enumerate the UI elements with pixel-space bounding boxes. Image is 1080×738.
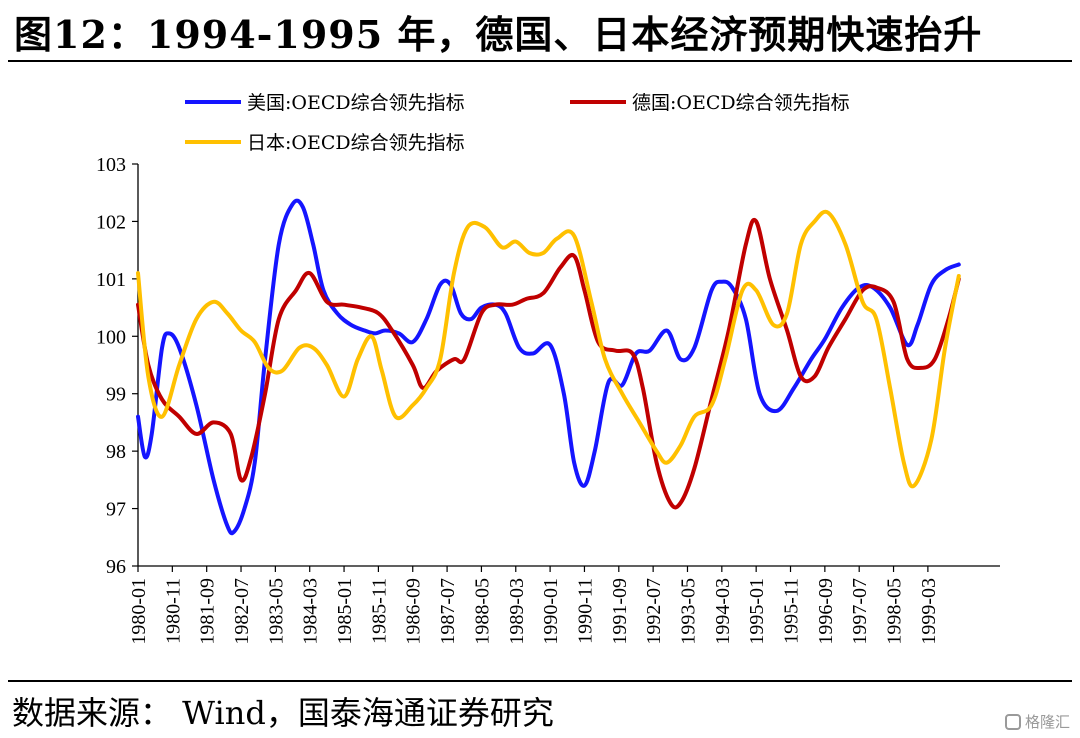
- x-tick-label: 1982-07: [231, 578, 253, 645]
- x-tick-label: 1989-03: [506, 578, 528, 645]
- source-note: 数据来源： Wind，国泰海通证券研究: [12, 694, 554, 732]
- x-tick-label: 1995-01: [746, 578, 768, 645]
- x-tick-label: 1998-05: [884, 578, 906, 645]
- y-tick-label: 98: [106, 441, 126, 463]
- chart-series: [136, 198, 961, 536]
- x-tick-label: 1985-11: [368, 578, 390, 644]
- x-tick-label: 1993-05: [677, 578, 699, 645]
- y-tick-label: 103: [96, 154, 126, 176]
- watermark-logo-icon: [1004, 713, 1021, 730]
- x-tick-label: 1988-05: [471, 578, 493, 645]
- line-chart: 美国:OECD综合领先指标 德国:OECD综合领先指标日本:OECD综合领先指标 …: [96, 92, 1000, 645]
- x-tick-label: 1997-07: [849, 578, 871, 645]
- legend-label-us: 美国:OECD综合领先指标: [247, 92, 465, 114]
- watermark: 格隆汇: [1004, 711, 1070, 732]
- x-tick-label: 1983-05: [265, 578, 287, 645]
- series-line-germany: [136, 218, 961, 510]
- x-tick-label: 1984-03: [300, 578, 322, 645]
- y-tick-label: 100: [96, 326, 126, 348]
- x-tick-label: 1987-07: [437, 578, 459, 645]
- x-tick-label: 1990-11: [574, 578, 596, 644]
- legend-label-japan: 日本:OECD综合领先指标: [247, 132, 465, 154]
- x-tick-label: 1992-07: [643, 578, 665, 645]
- chart-axes: 96 97 98 99 100 101 102 103 1980-01 1980-11 1981-0…: [96, 154, 1000, 645]
- x-tick-label: 1999-03: [918, 578, 940, 645]
- x-tick-label: 1995-11: [781, 578, 803, 644]
- y-tick-label: 99: [106, 384, 126, 406]
- series-line-us: [136, 198, 961, 536]
- x-tick-label: 1986-09: [403, 578, 425, 645]
- title-divider: [8, 60, 1072, 62]
- legend-label-germany: 德国:OECD综合领先指标: [632, 92, 850, 114]
- y-tick-label: 102: [96, 211, 126, 233]
- y-tick-label: 101: [96, 269, 126, 291]
- series-line-japan: [136, 209, 961, 489]
- page-title: 图12：1994-1995 年，德国、日本经济预期快速抬升: [14, 12, 983, 57]
- x-tick-label: 1990-01: [540, 578, 562, 645]
- x-tick-label: 1980-11: [162, 578, 184, 644]
- y-tick-label: 97: [106, 499, 126, 521]
- x-tick-label: 1996-09: [815, 578, 837, 645]
- x-tick-label: 1991-09: [609, 578, 631, 645]
- x-tick-label: 1981-09: [197, 578, 219, 645]
- source-divider: [8, 680, 1072, 682]
- x-tick-label: 1994-03: [712, 578, 734, 645]
- y-tick-label: 96: [106, 556, 126, 578]
- x-tick-label: 1980-01: [128, 578, 150, 645]
- watermark-text: 格隆汇: [1024, 713, 1070, 731]
- x-tick-label: 1985-01: [334, 578, 356, 645]
